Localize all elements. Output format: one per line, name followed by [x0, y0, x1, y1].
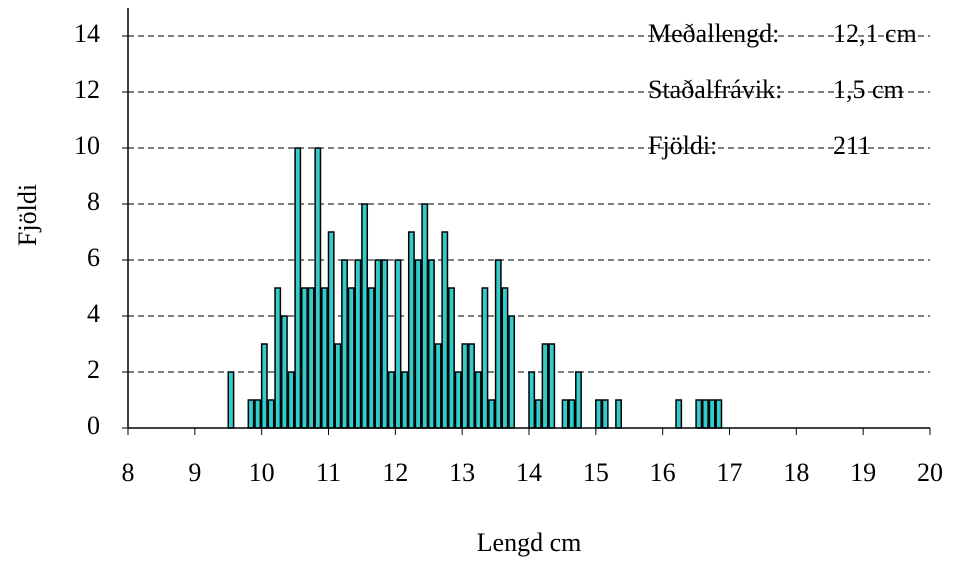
bar [468, 343, 475, 429]
bar [715, 399, 723, 429]
x-tick-label: 16 [650, 458, 676, 487]
y-tick-label: 2 [87, 355, 100, 384]
bar [528, 371, 536, 429]
bar [287, 371, 295, 429]
x-tick-label: 15 [583, 458, 609, 487]
bar [481, 287, 489, 429]
bar [474, 371, 482, 429]
bar [695, 399, 703, 429]
bar [301, 287, 308, 429]
bar [314, 147, 322, 429]
bar [260, 343, 268, 429]
annotation-value: 12,1 cm [833, 19, 917, 48]
bar [367, 287, 375, 429]
bar [454, 371, 462, 429]
bar [448, 287, 455, 429]
bar [601, 399, 609, 429]
bar [414, 259, 422, 429]
bar [501, 287, 509, 429]
annotation-label: Meðallengd: [648, 19, 779, 48]
x-tick-label: 20 [917, 458, 943, 487]
bar [615, 399, 622, 429]
x-tick-label: 14 [516, 458, 542, 487]
x-tick-label: 18 [783, 458, 809, 487]
bar [534, 399, 542, 429]
bar [702, 399, 709, 429]
y-tick-label: 14 [74, 19, 100, 48]
x-tick-label: 19 [850, 458, 876, 487]
x-tick-label: 17 [717, 458, 743, 487]
annotation-value: 211 [833, 131, 871, 160]
annotation-value: 1,5 cm [833, 75, 904, 104]
bar [361, 203, 369, 429]
annotation-label: Fjöldi: [648, 131, 717, 160]
bar [247, 399, 255, 429]
y-tick-label: 12 [74, 75, 100, 104]
x-axis-label: Lengd cm [477, 528, 582, 557]
bar [575, 371, 582, 429]
bar [441, 231, 449, 429]
bar [428, 259, 435, 429]
bar [401, 371, 409, 429]
y-tick-label: 6 [87, 243, 100, 272]
bar [294, 147, 302, 429]
bar [561, 399, 569, 429]
bar [548, 343, 556, 429]
annotation-label: Staðalfrávik: [648, 75, 782, 104]
bar [267, 399, 275, 429]
bar [421, 203, 429, 429]
bar [381, 259, 389, 429]
x-tick-label: 11 [316, 458, 341, 487]
bar [434, 343, 442, 429]
bar [227, 371, 235, 429]
x-tick-label: 12 [382, 458, 408, 487]
bar [280, 315, 288, 429]
bar [321, 287, 328, 429]
y-tick-label: 8 [87, 187, 100, 216]
bar [327, 231, 335, 429]
y-tick-label: 10 [74, 131, 100, 160]
y-tick-label: 0 [87, 411, 100, 440]
x-tick-label: 13 [449, 458, 475, 487]
bar [541, 343, 549, 429]
bar [347, 287, 355, 429]
bar [307, 287, 315, 429]
y-axis-label: Fjöldi [13, 184, 42, 246]
bar [675, 399, 683, 429]
bar [354, 259, 362, 429]
bar [488, 399, 495, 429]
y-tick-label: 4 [87, 299, 100, 328]
bar [508, 315, 516, 429]
bar [595, 399, 602, 429]
bar [387, 371, 395, 429]
bar [407, 231, 415, 429]
bar [254, 399, 262, 429]
bar [461, 343, 469, 429]
bar [394, 259, 402, 429]
bar [568, 399, 576, 429]
bar [334, 343, 342, 429]
x-tick-label: 8 [122, 458, 135, 487]
x-tick-label: 10 [249, 458, 275, 487]
x-tick-label: 9 [188, 458, 201, 487]
bar [374, 259, 382, 429]
bar [708, 399, 716, 429]
bar [494, 259, 502, 429]
bar [341, 259, 348, 429]
bar [274, 287, 282, 429]
